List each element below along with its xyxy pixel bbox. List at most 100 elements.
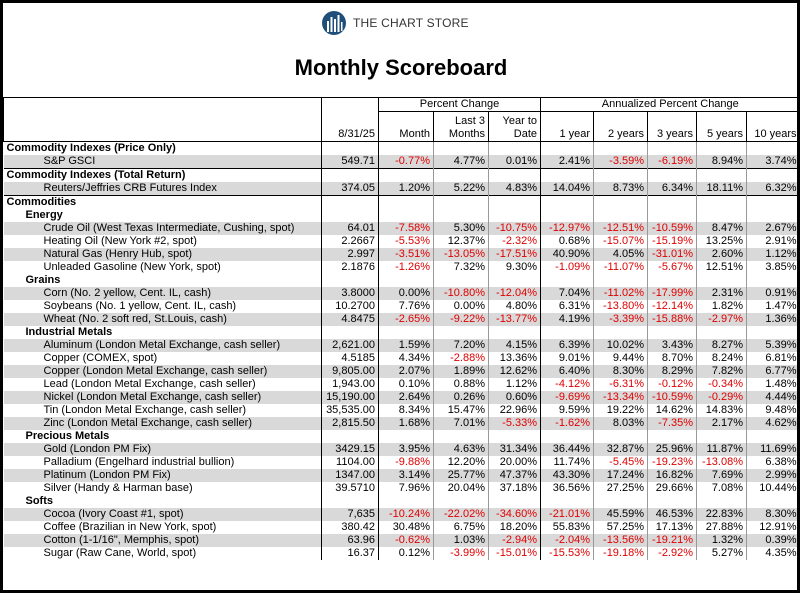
section-title: Commodity Indexes (Price Only) (3, 141, 322, 155)
blank-cell (696, 209, 747, 222)
cell-value: -13.08% (696, 456, 747, 469)
column-header: 5 years (696, 111, 747, 142)
cell-value: 30.48% (378, 521, 434, 534)
cell-value: -13.77% (487, 313, 541, 326)
cell-value: 549.71 (321, 155, 379, 169)
cell-value: 12.20% (433, 456, 489, 469)
cell-value: 20.00% (487, 456, 541, 469)
blank-cell (593, 430, 648, 443)
data-row: Copper (London Metal Exchange, cash sell… (3, 365, 797, 378)
cell-value: 6.39% (540, 339, 594, 352)
blank-cell (746, 209, 797, 222)
row-label: Aluminum (London Metal Exchange, cash se… (3, 339, 322, 352)
cell-value: 1.36% (746, 313, 797, 326)
cell-value: 18.20% (487, 521, 541, 534)
blank-cell (378, 195, 434, 209)
blank-cell (433, 430, 489, 443)
blank-cell (321, 195, 379, 209)
blank-cell (321, 97, 379, 112)
blank-cell (593, 326, 648, 339)
cell-value: 4.63% (433, 443, 489, 456)
cell-value: 2.60% (696, 248, 747, 261)
blank-cell (378, 326, 434, 339)
cell-value: 17.24% (593, 469, 648, 482)
blank-cell (540, 274, 594, 287)
cell-value: -10.59% (647, 391, 697, 404)
blank-cell (746, 195, 797, 209)
row-label: Corn (No. 2 yellow, Cent. IL, cash) (3, 287, 322, 300)
cell-value: 13.36% (487, 352, 541, 365)
data-row: Lead (London Metal Exchange, cash seller… (4, 378, 797, 391)
cell-value: -13.56% (593, 534, 648, 547)
column-header: 1 year (540, 111, 594, 142)
blank-cell (540, 141, 594, 155)
cell-value: 8.29% (647, 365, 697, 378)
blank-cell (746, 274, 797, 287)
subsection-row: Industrial Metals (4, 326, 797, 339)
data-row: Heating Oil (New York #2, spot) 2.2667 -5.… (4, 235, 797, 248)
blank-cell (378, 430, 434, 443)
data-row: Crude Oil (West Texas Intermediate, Cush… (3, 222, 797, 235)
cell-value: 9.44% (593, 352, 648, 365)
group-title: Annualized Percent Change (540, 97, 797, 112)
blank-cell (433, 326, 489, 339)
cell-value: 380.42 (321, 521, 379, 534)
cell-value: 1.12% (487, 378, 541, 391)
cell-value: -19.23% (647, 456, 697, 469)
cell-value: 2.997 (321, 248, 379, 261)
logo (322, 11, 346, 35)
cell-value: 63.96 (321, 534, 379, 547)
blank-cell (593, 141, 648, 155)
cell-value: -0.29% (696, 391, 747, 404)
cell-value: 16.37 (321, 547, 379, 560)
cell-value: 32.87% (593, 443, 648, 456)
cell-value: 29.66% (647, 482, 697, 495)
cell-value: 46.53% (647, 508, 697, 521)
row-label: Silver (Handy & Harman base) (43, 482, 193, 494)
cell-value: 2.07% (378, 365, 434, 378)
row-label: Nickel (London Metal Exchange, cash sell… (3, 391, 322, 404)
cell-value: 14.62% (647, 404, 697, 417)
blank-cell (540, 495, 594, 508)
blank-cell (487, 495, 541, 508)
cell-value: -9.69% (540, 391, 594, 404)
blank-cell (433, 195, 489, 209)
blank-cell (321, 274, 379, 287)
cell-value: 9.48% (746, 404, 797, 417)
column-header: Year to Date (487, 111, 541, 142)
cell-value: 15,190.00 (321, 391, 379, 404)
cell-value: 45.59% (593, 508, 648, 521)
cell-value: 3.85% (746, 261, 797, 274)
section-row: Commodities (3, 195, 797, 209)
subsection-title: Softs (25, 495, 54, 507)
blank-cell (647, 195, 697, 209)
cell-value: 7,635 (321, 508, 379, 521)
cell-value: 1.47% (746, 300, 797, 313)
cell-value: -6.19% (647, 155, 697, 169)
cell-value: -5.33% (487, 417, 541, 430)
blank-cell (321, 495, 379, 508)
cell-value: 8.47% (696, 222, 747, 235)
blank-cell (696, 195, 747, 209)
cell-value: 6.38% (746, 456, 797, 469)
column-header: Month (378, 111, 434, 142)
data-row: Silver (Handy & Harman base) 39.5710 7.96%… (4, 482, 797, 495)
subsection-row: Precious Metals (4, 430, 797, 443)
blank-cell (487, 326, 541, 339)
group-title: Percent Change (377, 97, 541, 112)
cell-value: 5.22% (433, 182, 489, 196)
cell-value: 6.32% (746, 182, 797, 196)
cell-value: 14.04% (540, 182, 594, 196)
subsection-row: Grains (4, 274, 797, 287)
data-row: Sugar (Raw Cane, World, spot) 16.37 0.12% -… (4, 547, 797, 560)
cell-value: -9.88% (378, 456, 434, 469)
cell-value: 11.69% (746, 443, 797, 456)
cell-value: -2.97% (696, 313, 747, 326)
cell-value: 4.8475 (321, 313, 379, 326)
cell-value: 6.40% (540, 365, 594, 378)
cell-value: -2.04% (540, 534, 594, 547)
data-row: Palladium (Engelhard industrial bullion)… (4, 456, 797, 469)
data-row: Corn (No. 2 yellow, Cent. IL, cash) 3.800… (3, 287, 797, 300)
cell-value: 25.77% (433, 469, 489, 482)
cell-value: -17.99% (647, 287, 697, 300)
